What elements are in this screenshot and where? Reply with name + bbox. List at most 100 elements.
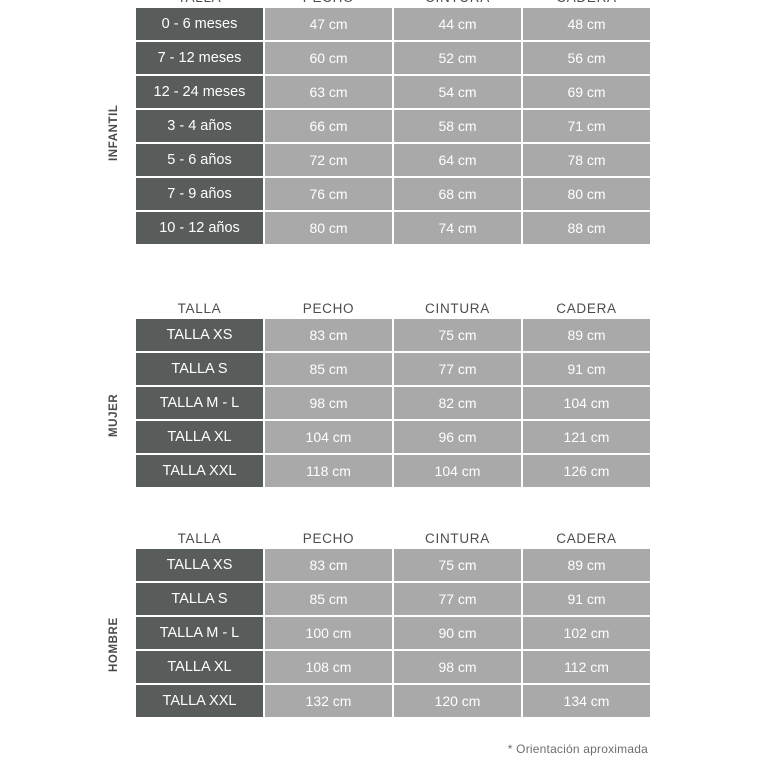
cell-pecho: 63 cm [265, 76, 392, 108]
table-row: TALLA XXL 118 cm 104 cm 126 cm [136, 455, 650, 487]
table-row: TALLA XXL 132 cm 120 cm 134 cm [136, 685, 650, 717]
column-header-cadera: CADERA [556, 530, 617, 546]
cell-talla: 7 - 12 meses [136, 42, 263, 74]
cell-cadera: 56 cm [523, 42, 650, 74]
table-row: 10 - 12 años 80 cm 74 cm 88 cm [136, 212, 650, 244]
column-header-pecho: PECHO [265, 0, 392, 5]
cell-talla: TALLA XS [136, 549, 263, 581]
cell-cadera: 78 cm [523, 144, 650, 176]
section-label-infantil: INFANTIL [108, 104, 120, 162]
table-row: TALLA M - L 100 cm 90 cm 102 cm [136, 617, 650, 649]
cell-cadera: 69 cm [523, 76, 650, 108]
cell-talla: TALLA XL [136, 421, 263, 453]
cell-cadera: 121 cm [523, 421, 650, 453]
cell-cintura: 64 cm [394, 144, 521, 176]
cell-pecho: 85 cm [265, 583, 392, 615]
cell-talla: TALLA S [136, 353, 263, 385]
cell-cadera: 91 cm [523, 353, 650, 385]
column-header-cintura: CINTURA [394, 0, 521, 5]
cell-cadera: 71 cm [523, 110, 650, 142]
cell-cadera: 91 cm [523, 583, 650, 615]
column-header-cadera: CADERA [556, 300, 617, 316]
column-header-talla: TALLA [177, 300, 222, 316]
table-header-row-hombre: TALLA PECHO CINTURA CADERA [136, 527, 648, 549]
cell-cintura: 68 cm [394, 178, 521, 210]
cell-cintura: 77 cm [394, 353, 521, 385]
cell-cadera: 134 cm [523, 685, 650, 717]
table-row: 12 - 24 meses 63 cm 54 cm 69 cm [136, 76, 650, 108]
cell-talla: TALLA XXL [136, 685, 263, 717]
column-header-cintura: CINTURA [425, 300, 490, 316]
cell-pecho: 80 cm [265, 212, 392, 244]
column-header-cadera: CADERA [523, 0, 650, 5]
cell-cintura: 52 cm [394, 42, 521, 74]
column-header-talla: TALLA [136, 0, 263, 5]
cell-cintura: 90 cm [394, 617, 521, 649]
cell-pecho: 66 cm [265, 110, 392, 142]
cell-cintura: 75 cm [394, 549, 521, 581]
cell-cintura: 58 cm [394, 110, 521, 142]
cell-talla: TALLA XL [136, 651, 263, 683]
table-row: 0 - 6 meses 47 cm 44 cm 48 cm [136, 8, 650, 40]
table-row: TALLA XS 83 cm 75 cm 89 cm [136, 319, 650, 351]
cell-pecho: 104 cm [265, 421, 392, 453]
cell-pecho: 132 cm [265, 685, 392, 717]
cell-pecho: 83 cm [265, 319, 392, 351]
cell-talla: 10 - 12 años [136, 212, 263, 244]
cell-cintura: 98 cm [394, 651, 521, 683]
footnote-approximate-guidance: * Orientación aproximada [507, 742, 648, 756]
cell-cadera: 88 cm [523, 212, 650, 244]
cell-pecho: 98 cm [265, 387, 392, 419]
column-header-talla: TALLA [177, 530, 222, 546]
cell-pecho: 76 cm [265, 178, 392, 210]
section-label-hombre: HOMBRE [108, 617, 120, 673]
table-row: 7 - 9 años 76 cm 68 cm 80 cm [136, 178, 650, 210]
cell-cadera: 102 cm [523, 617, 650, 649]
cell-cadera: 126 cm [523, 455, 650, 487]
cell-cintura: 44 cm [394, 8, 521, 40]
table-row: 7 - 12 meses 60 cm 52 cm 56 cm [136, 42, 650, 74]
cell-talla: 3 - 4 años [136, 110, 263, 142]
cell-cintura: 96 cm [394, 421, 521, 453]
table-row: TALLA M - L 98 cm 82 cm 104 cm [136, 387, 650, 419]
size-section-infantil: INFANTIL TALLA PECHO CINTURA CADERA 0 - … [0, 0, 770, 246]
table-row: TALLA S 85 cm 77 cm 91 cm [136, 583, 650, 615]
cell-cadera: 80 cm [523, 178, 650, 210]
cell-pecho: 85 cm [265, 353, 392, 385]
cell-cadera: 89 cm [523, 549, 650, 581]
cell-talla: TALLA M - L [136, 617, 263, 649]
table-row: 5 - 6 años 72 cm 64 cm 78 cm [136, 144, 650, 176]
cell-cintura: 74 cm [394, 212, 521, 244]
cell-cintura: 104 cm [394, 455, 521, 487]
cell-talla: TALLA XXL [136, 455, 263, 487]
cell-pecho: 47 cm [265, 8, 392, 40]
cell-cintura: 77 cm [394, 583, 521, 615]
section-label-mujer: MUJER [108, 393, 120, 437]
cell-talla: 12 - 24 meses [136, 76, 263, 108]
cell-pecho: 72 cm [265, 144, 392, 176]
cell-cintura: 120 cm [394, 685, 521, 717]
cell-pecho: 100 cm [265, 617, 392, 649]
table-row: 3 - 4 años 66 cm 58 cm 71 cm [136, 110, 650, 142]
cell-talla: 7 - 9 años [136, 178, 263, 210]
cell-pecho: 108 cm [265, 651, 392, 683]
column-header-pecho: PECHO [302, 530, 355, 546]
table-row: TALLA XL 108 cm 98 cm 112 cm [136, 651, 650, 683]
cell-talla: 5 - 6 años [136, 144, 263, 176]
cell-pecho: 83 cm [265, 549, 392, 581]
cell-pecho: 60 cm [265, 42, 392, 74]
cell-cintura: 54 cm [394, 76, 521, 108]
size-section-mujer: MUJER TALLA PECHO CINTURA CADERA TALLA X… [0, 297, 770, 489]
table-row: TALLA S 85 cm 77 cm 91 cm [136, 353, 650, 385]
cell-cadera: 104 cm [523, 387, 650, 419]
cell-cadera: 48 cm [523, 8, 650, 40]
column-header-cintura: CINTURA [425, 530, 490, 546]
cell-talla: TALLA M - L [136, 387, 263, 419]
cell-cintura: 75 cm [394, 319, 521, 351]
cell-talla: TALLA XS [136, 319, 263, 351]
cell-cadera: 112 cm [523, 651, 650, 683]
cell-cintura: 82 cm [394, 387, 521, 419]
table-row: TALLA XS 83 cm 75 cm 89 cm [136, 549, 650, 581]
column-header-pecho: PECHO [302, 300, 355, 316]
